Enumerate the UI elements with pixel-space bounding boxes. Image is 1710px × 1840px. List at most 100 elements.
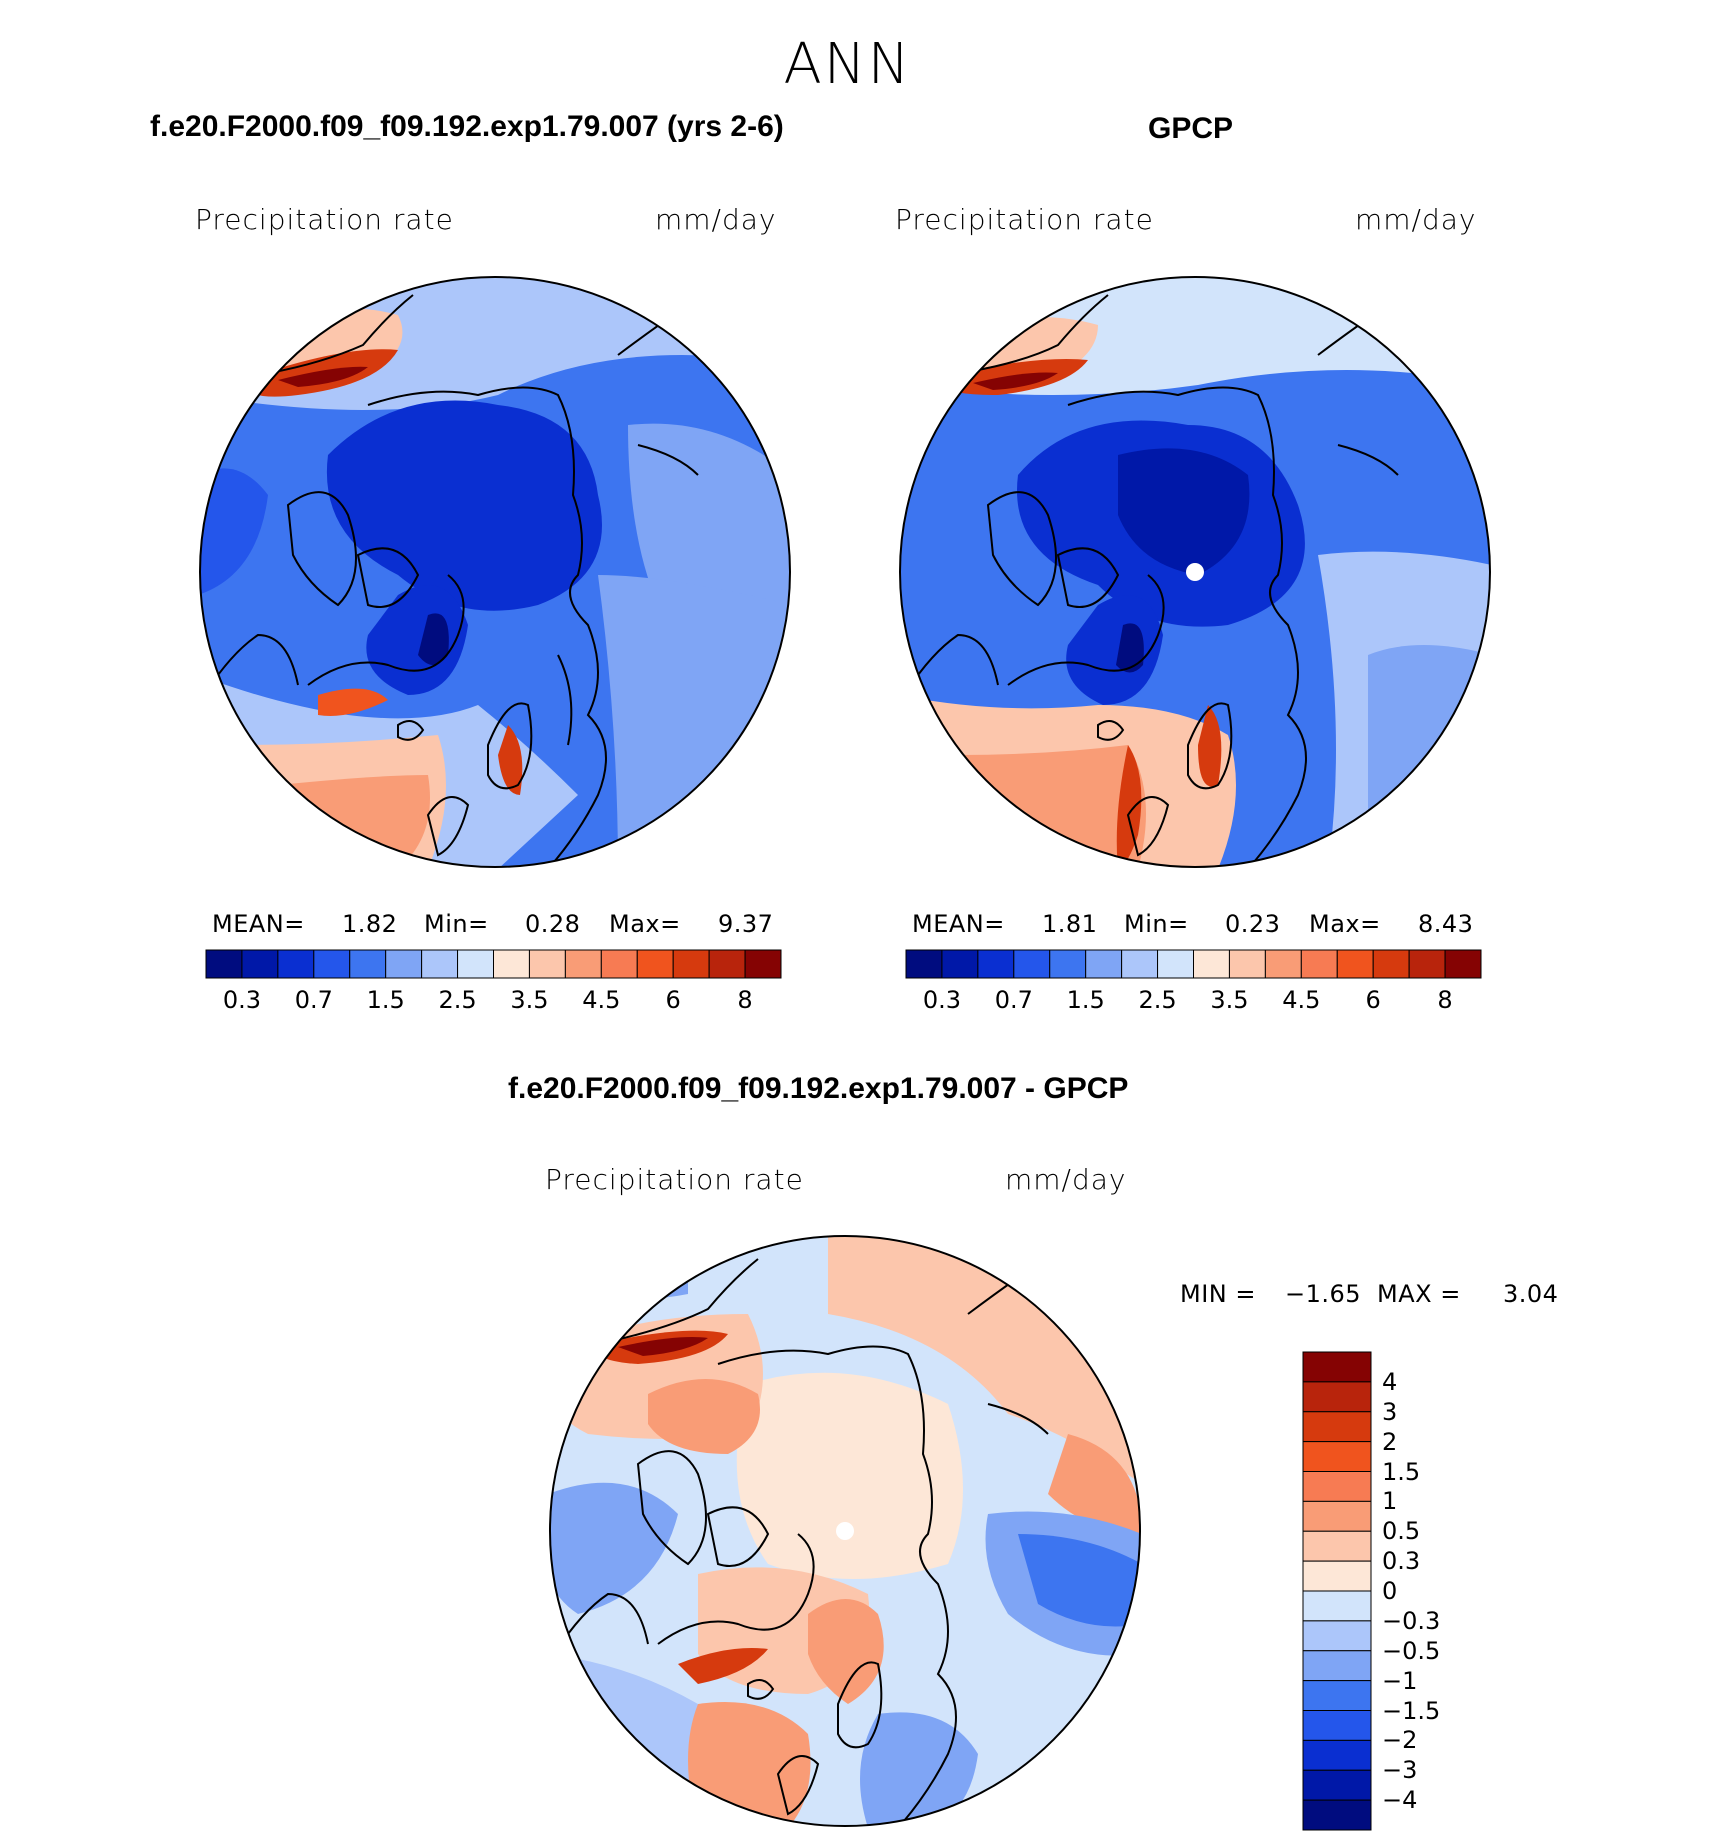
obs-colorbar-tick-label: 6	[1365, 986, 1381, 1014]
obs-colorbar-swatch	[1085, 949, 1123, 979]
difference-min-label: MIN =	[1180, 1280, 1256, 1308]
obs-colorbar-swatch	[1408, 949, 1446, 979]
obs-case-title: GPCP	[1148, 112, 1234, 145]
model-colorbar-tick-label: 6	[665, 986, 681, 1014]
model-colorbar-tick-label: 8	[737, 986, 753, 1014]
model-colorbar-tick-label: 2.5	[438, 986, 477, 1014]
obs-min-value: 0.23	[1225, 910, 1281, 938]
obs-colorbar-tick-label: 2.5	[1138, 986, 1177, 1014]
obs-colorbar-tick-label: 0.3	[922, 986, 962, 1014]
obs-variable-label: Precipitation rate	[895, 203, 1154, 236]
obs-colorbar-swatch	[1444, 949, 1482, 979]
difference-units-label: mm/day	[1005, 1163, 1127, 1196]
difference-colorbar-swatch	[1302, 1769, 1372, 1801]
obs-colorbar-swatch	[905, 949, 943, 979]
model-colorbar-tick-label: 0.3	[222, 986, 262, 1014]
obs-max-label: Max=	[1309, 910, 1381, 938]
obs-colorbar-swatch	[1193, 949, 1230, 979]
obs-colorbar-swatch	[1228, 949, 1266, 979]
model-colorbar-swatch	[493, 949, 530, 979]
model-colorbar-swatch	[672, 949, 710, 979]
model-max-value: 9.37	[718, 910, 774, 938]
difference-colorbar-tick-label: −0.3	[1382, 1606, 1441, 1635]
difference-colorbar-swatch	[1302, 1560, 1372, 1592]
obs-mean-value: 1.81	[1042, 910, 1098, 938]
difference-colorbar-swatch	[1302, 1739, 1372, 1771]
model-colorbar-swatch	[349, 949, 387, 979]
model-colorbar-swatch	[564, 949, 602, 979]
difference-colorbar-swatch	[1302, 1620, 1372, 1652]
difference-min-value: −1.65	[1285, 1280, 1362, 1308]
model-polar-map	[199, 276, 791, 868]
difference-colorbar-swatch	[1302, 1471, 1372, 1502]
model-case-title: f.e20.F2000.f09_f09.192.exp1.79.007 (yrs…	[150, 110, 784, 143]
obs-colorbar-swatch	[1121, 949, 1159, 979]
obs-colorbar-tick-label: 0.7	[994, 986, 1033, 1014]
season-title: ANN	[783, 32, 912, 97]
model-min-label: Min=	[424, 910, 489, 938]
difference-colorbar-tick-label: −2	[1382, 1726, 1418, 1755]
difference-colorbar-tick-label: 2	[1382, 1427, 1398, 1456]
difference-colorbar-swatch	[1302, 1411, 1372, 1443]
obs-colorbar-swatch	[941, 949, 979, 979]
difference-colorbar	[1302, 1351, 1372, 1831]
model-colorbar-tick-label: 3.5	[510, 986, 549, 1014]
difference-colorbar-swatch	[1302, 1650, 1372, 1682]
model-variable-label: Precipitation rate	[195, 203, 454, 236]
obs-colorbar-swatch	[1336, 949, 1374, 979]
model-colorbar-swatch	[528, 949, 566, 979]
difference-colorbar-tick-label: 1	[1382, 1487, 1398, 1516]
model-colorbar	[205, 949, 782, 979]
model-colorbar-tick-label: 0.7	[294, 986, 333, 1014]
model-colorbar-swatch	[385, 949, 423, 979]
difference-colorbar-swatch	[1302, 1351, 1372, 1383]
difference-colorbar-swatch	[1302, 1530, 1372, 1562]
model-colorbar-swatch	[205, 949, 243, 979]
model-colorbar-tick-label: 1.5	[366, 986, 405, 1014]
difference-colorbar-tick-label: −3	[1382, 1756, 1418, 1785]
obs-colorbar-tick-label: 8	[1437, 986, 1453, 1014]
model-min-value: 0.28	[525, 910, 581, 938]
obs-colorbar-swatch	[1372, 949, 1410, 979]
difference-colorbar-tick-label: 0	[1382, 1577, 1398, 1605]
difference-colorbar-tick-label: 3	[1382, 1397, 1398, 1426]
obs-colorbar-tick-label: 3.5	[1210, 986, 1249, 1014]
model-colorbar-swatch	[241, 949, 279, 979]
difference-max-value: 3.04	[1503, 1280, 1559, 1308]
obs-min-label: Min=	[1124, 910, 1189, 938]
obs-colorbar-tick-label: 1.5	[1066, 986, 1105, 1014]
difference-colorbar-tick-label: −1	[1382, 1666, 1418, 1695]
difference-polar-map	[549, 1235, 1141, 1827]
obs-polar-map	[899, 276, 1491, 868]
pole-missing-marker	[836, 1522, 854, 1540]
difference-colorbar-swatch	[1302, 1590, 1372, 1622]
difference-colorbar-tick-label: 0.5	[1382, 1517, 1421, 1546]
obs-colorbar-swatch	[1013, 949, 1051, 979]
difference-colorbar-swatch	[1302, 1799, 1372, 1831]
obs-colorbar-swatch	[977, 949, 1015, 979]
difference-colorbar-tick-label: 0.3	[1382, 1547, 1421, 1576]
model-colorbar-swatch	[708, 949, 746, 979]
obs-colorbar	[905, 949, 1482, 979]
difference-colorbar-tick-label: −4	[1382, 1786, 1418, 1815]
difference-colorbar-swatch	[1302, 1500, 1372, 1532]
difference-title: f.e20.F2000.f09_f09.192.exp1.79.007 - GP…	[508, 1072, 1129, 1105]
model-colorbar-swatch	[457, 949, 494, 979]
model-max-label: Max=	[609, 910, 681, 938]
model-colorbar-swatch	[277, 949, 315, 979]
obs-max-value: 8.43	[1418, 910, 1474, 938]
model-colorbar-swatch	[600, 949, 638, 979]
model-colorbar-tick-label: 4.5	[582, 986, 621, 1014]
model-colorbar-swatch	[744, 949, 782, 979]
obs-colorbar-tick-label: 4.5	[1282, 986, 1321, 1014]
difference-colorbar-tick-label: 4	[1382, 1367, 1398, 1396]
difference-colorbar-swatch	[1302, 1710, 1372, 1741]
difference-colorbar-tick-label: −1.5	[1382, 1696, 1441, 1725]
model-colorbar-swatch	[313, 949, 351, 979]
model-colorbar-swatch	[636, 949, 674, 979]
obs-colorbar-swatch	[1300, 949, 1338, 979]
difference-colorbar-swatch	[1302, 1441, 1372, 1472]
obs-mean-label: MEAN=	[912, 910, 1005, 938]
model-colorbar-swatch	[421, 949, 459, 979]
difference-variable-label: Precipitation rate	[545, 1163, 804, 1196]
